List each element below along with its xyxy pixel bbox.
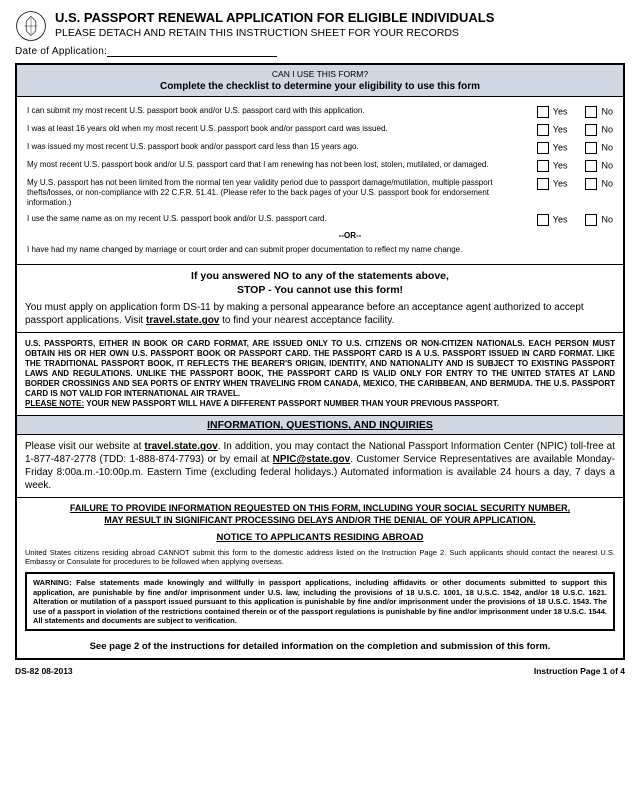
info-heading: INFORMATION, QUESTIONS, AND INQUIRIES [17, 416, 623, 435]
warning-box: WARNING: False statements made knowingly… [25, 572, 615, 631]
travel-state-link[interactable]: travel.state.gov [146, 315, 219, 326]
checklist-row: My most recent U.S. passport book and/or… [27, 157, 613, 175]
form-number: DS-82 08-2013 [15, 666, 73, 676]
see-page-2: See page 2 of the instructions for detai… [17, 637, 623, 658]
abroad-body: United States citizens residing abroad C… [17, 545, 623, 573]
passports-note: U.S. PASSPORTS, EITHER IN BOOK OR CARD F… [17, 333, 623, 416]
failure-notice: FAILURE TO PROVIDE INFORMATION REQUESTED… [17, 498, 623, 529]
stop-line2: STOP - You cannot use this form! [25, 284, 615, 298]
or-separator: --OR-- [87, 231, 613, 240]
info-body: Please visit our website at travel.state… [17, 435, 623, 498]
form-title: U.S. PASSPORT RENEWAL APPLICATION FOR EL… [55, 10, 625, 25]
checklist-text: I use the same name as on my recent U.S.… [27, 214, 537, 224]
stop-section: If you answered NO to any of the stateme… [17, 265, 623, 333]
eligibility-checklist: I can submit my most recent U.S. passpor… [17, 97, 623, 265]
checkbox-yes[interactable] [537, 178, 549, 190]
checklist-row: I use the same name as on my recent U.S.… [27, 211, 613, 229]
checklist-text: I have had my name changed by marriage o… [27, 245, 613, 255]
checklist-text: I can submit my most recent U.S. passpor… [27, 106, 537, 116]
checkbox-yes[interactable] [537, 214, 549, 226]
page-number: Instruction Page 1 of 4 [534, 666, 625, 676]
checkbox-yes[interactable] [537, 124, 549, 136]
eligibility-subheading: Complete the checklist to determine your… [23, 81, 617, 92]
checklist-text: I was at least 16 years old when my most… [27, 124, 537, 134]
checkbox-yes[interactable] [537, 106, 549, 118]
main-form-box: CAN I USE THIS FORM? Complete the checkl… [15, 63, 625, 660]
checkbox-yes[interactable] [537, 160, 549, 172]
checklist-row: I have had my name changed by marriage o… [27, 242, 613, 258]
checkbox-yes[interactable] [537, 142, 549, 154]
page-footer: DS-82 08-2013 Instruction Page 1 of 4 [15, 666, 625, 676]
checkbox-no[interactable] [585, 214, 597, 226]
eligibility-heading: CAN I USE THIS FORM? [23, 69, 617, 79]
please-note-label: PLEASE NOTE: [25, 399, 84, 408]
header: U.S. PASSPORT RENEWAL APPLICATION FOR EL… [15, 10, 625, 42]
checklist-text: My U.S. passport has not been limited fr… [27, 178, 537, 208]
npic-email-link[interactable]: NPIC@state.gov [273, 454, 351, 465]
checkbox-no[interactable] [585, 106, 597, 118]
checkbox-no[interactable] [585, 124, 597, 136]
form-subtitle: PLEASE DETACH AND RETAIN THIS INSTRUCTIO… [55, 27, 625, 39]
stop-body: You must apply on application form DS-11… [25, 301, 615, 327]
checklist-text: I was issued my most recent U.S. passpor… [27, 142, 537, 152]
checklist-row: I can submit my most recent U.S. passpor… [27, 103, 613, 121]
us-seal-icon [15, 10, 47, 42]
stop-line1: If you answered NO to any of the stateme… [25, 270, 615, 284]
date-input-line[interactable] [107, 56, 277, 57]
checklist-text: My most recent U.S. passport book and/or… [27, 160, 537, 170]
eligibility-header: CAN I USE THIS FORM? Complete the checkl… [17, 65, 623, 97]
date-of-application: Date of Application: [15, 46, 625, 57]
checkbox-no[interactable] [585, 142, 597, 154]
checklist-row: I was at least 16 years old when my most… [27, 121, 613, 139]
checkbox-no[interactable] [585, 178, 597, 190]
checklist-row: My U.S. passport has not been limited fr… [27, 175, 613, 211]
checklist-row: I was issued my most recent U.S. passpor… [27, 139, 613, 157]
travel-state-link[interactable]: travel.state.gov [144, 441, 217, 452]
abroad-title: NOTICE TO APPLICANTS RESIDING ABROAD [17, 530, 623, 545]
date-label: Date of Application: [15, 46, 107, 57]
checkbox-no[interactable] [585, 160, 597, 172]
